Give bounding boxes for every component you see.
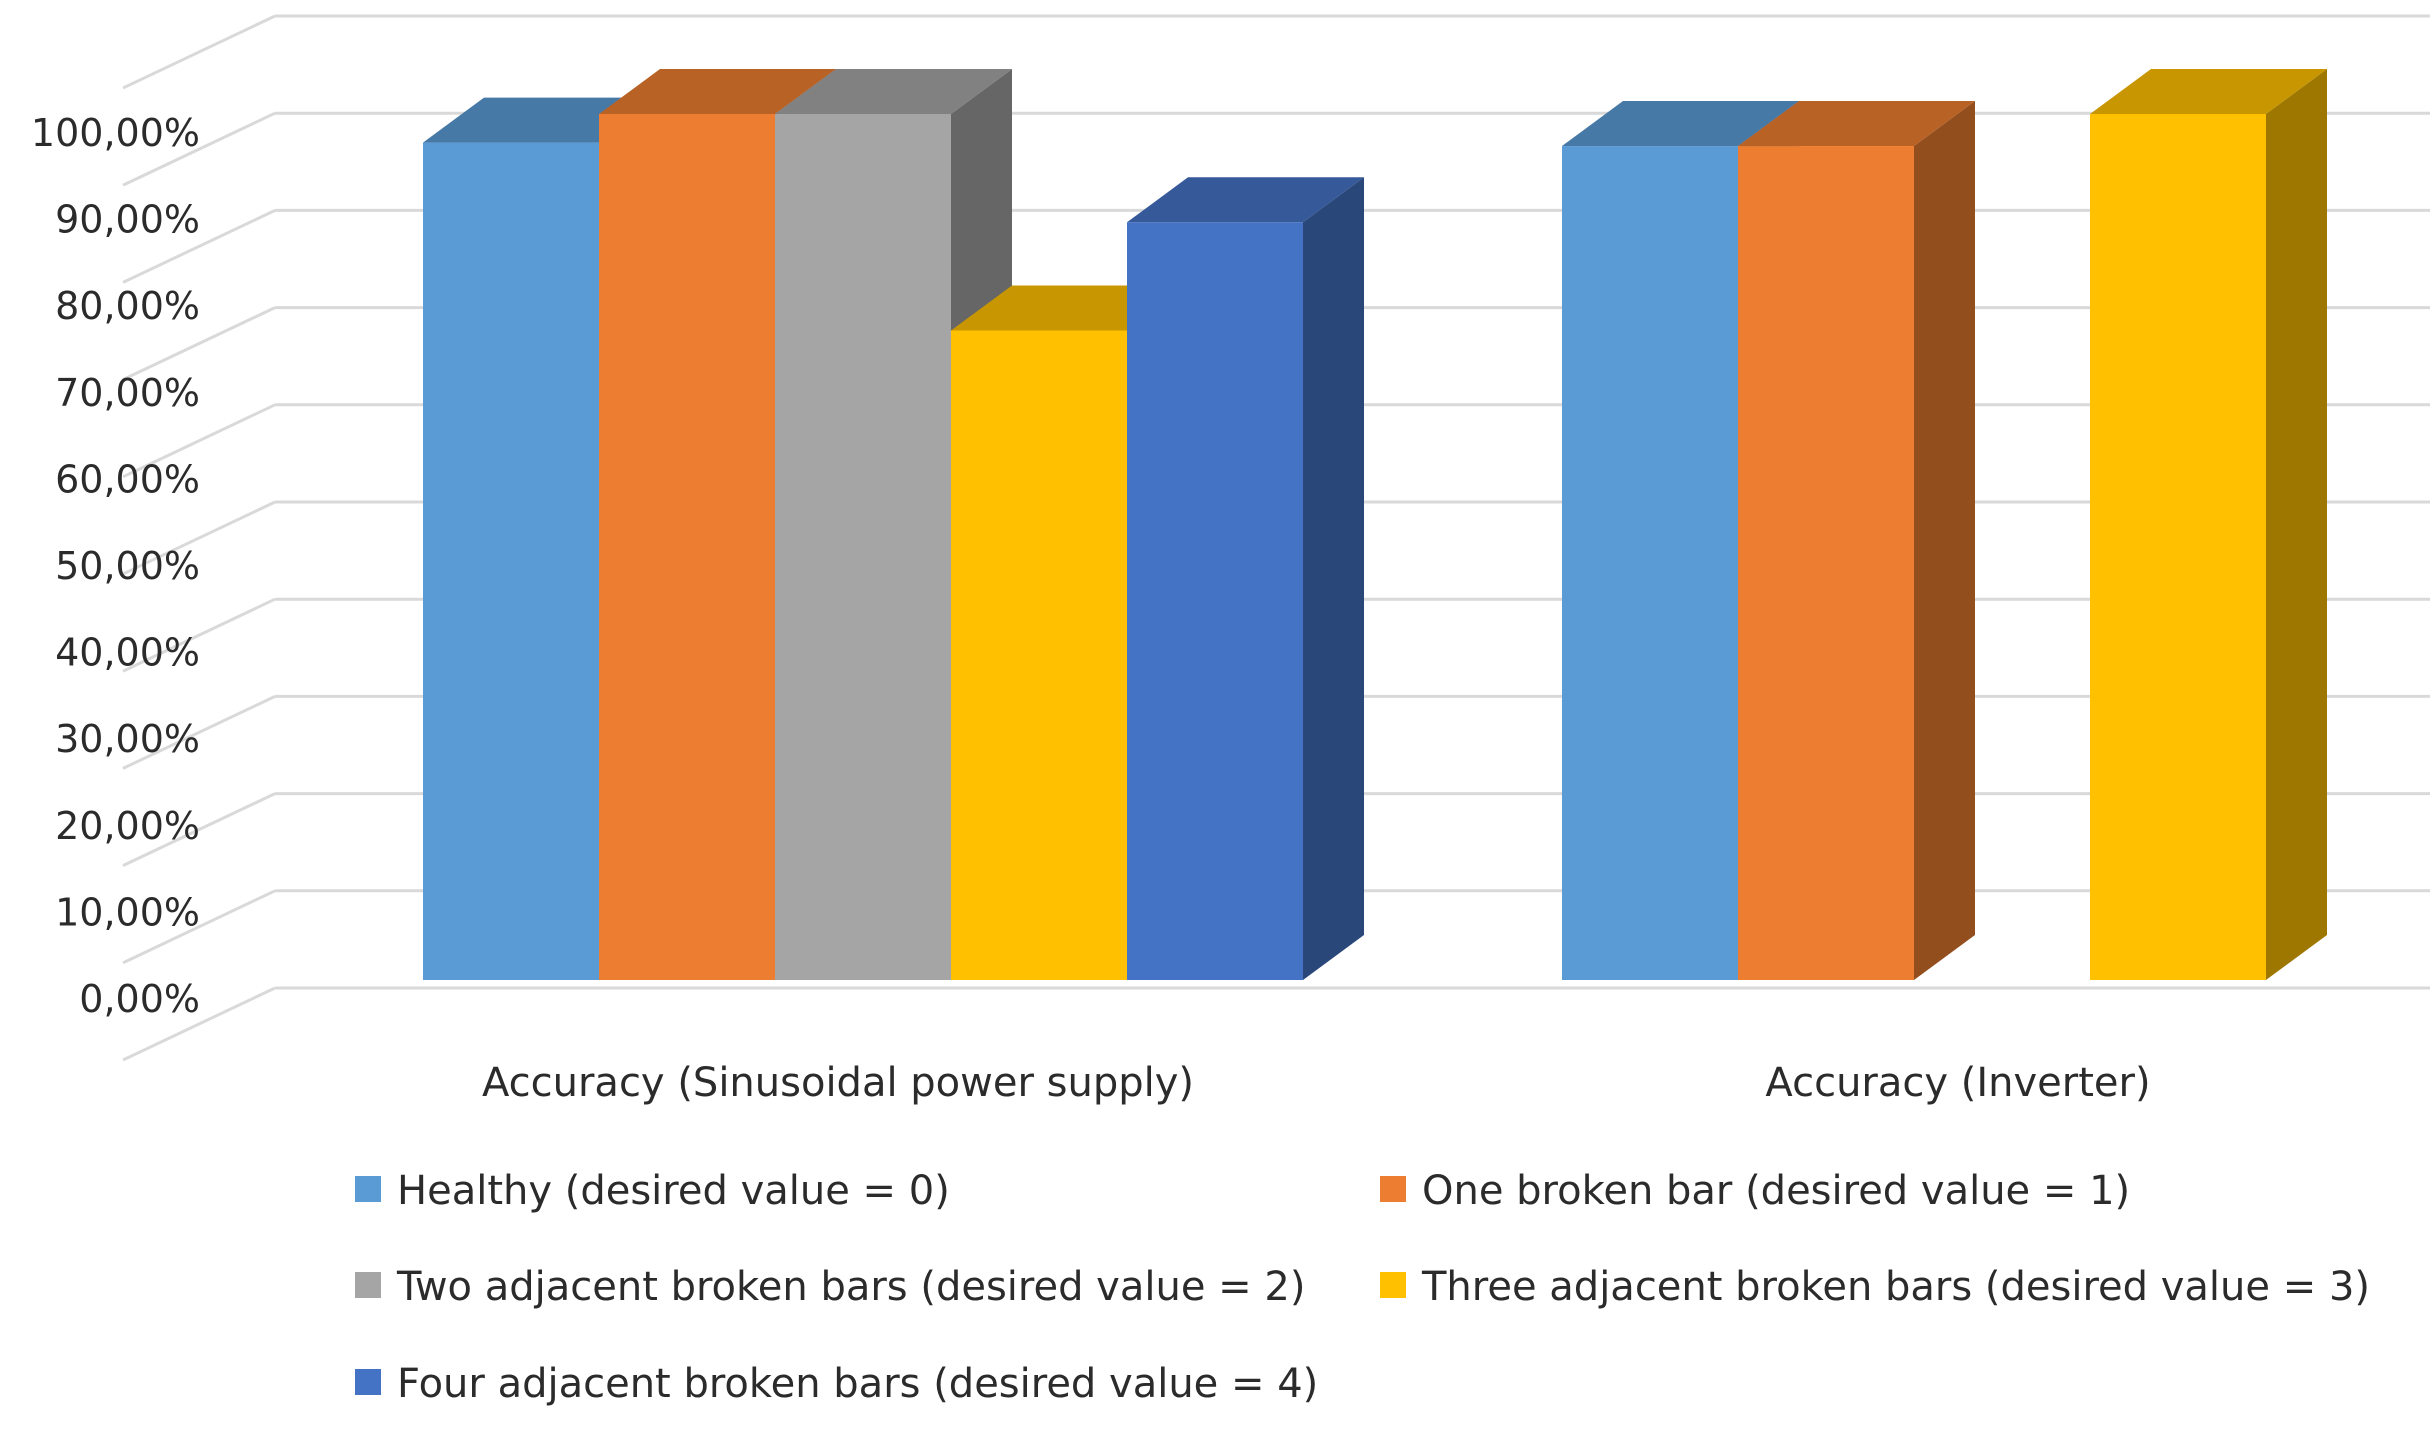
bar-front — [1738, 146, 1914, 981]
gridline-side — [122, 306, 276, 381]
legend: Healthy (desired value = 0) One broken ba… — [355, 1168, 2370, 1407]
gridline-side — [122, 792, 276, 867]
category-label: Accuracy (Sinusoidal power supply) — [482, 1060, 1194, 1106]
y-tick-label: 60,00% — [55, 457, 200, 501]
legend-label: Healthy (desired value = 0) — [397, 1168, 950, 1214]
category-labels: Accuracy (Sinusoidal power supply) Accura… — [482, 1060, 2151, 1106]
gridline-side — [122, 111, 276, 187]
bar — [2090, 69, 2327, 980]
bars — [423, 69, 2327, 981]
bar-front — [599, 114, 775, 980]
bar — [1738, 101, 1975, 981]
bar-front — [2090, 114, 2266, 980]
legend-swatch — [355, 1272, 381, 1298]
y-tick-label: 30,00% — [55, 717, 200, 761]
bar-top — [1127, 177, 1364, 223]
legend-label: One broken bar (desired value = 1) — [1422, 1168, 2130, 1214]
bar-top — [1738, 101, 1975, 147]
y-tick-label: 70,00% — [55, 371, 200, 415]
gridline-side — [122, 889, 276, 965]
bar-side — [2266, 69, 2327, 980]
gridline-side — [122, 403, 276, 479]
legend-swatch — [1380, 1176, 1406, 1202]
bar-top — [599, 69, 836, 114]
legend-item: One broken bar (desired value = 1) — [1380, 1168, 2130, 1214]
gridline-side — [122, 500, 276, 576]
bar-side — [1914, 101, 1975, 981]
gridline-side — [122, 695, 276, 770]
gridline-side — [122, 597, 276, 673]
legend-label: Three adjacent broken bars (desired valu… — [1421, 1264, 2370, 1310]
legend-item: Three adjacent broken bars (desired valu… — [1380, 1264, 2370, 1310]
y-tick-label: 50,00% — [55, 544, 200, 588]
legend-swatch — [355, 1176, 381, 1202]
legend-swatch — [355, 1369, 381, 1395]
bar-front — [423, 142, 599, 980]
y-tick-label: 20,00% — [55, 804, 200, 848]
y-axis-ticks: 0,00% 10,00% 20,00% 30,00% 40,00% 50,00% 60,00… — [31, 111, 200, 1021]
bar-front — [951, 330, 1127, 980]
bar-top — [1562, 101, 1799, 147]
y-tick-label: 40,00% — [55, 631, 200, 675]
legend-label: Two adjacent broken bars (desired value … — [396, 1264, 1305, 1310]
y-tick-label: 10,00% — [55, 890, 200, 934]
legend-item: Four adjacent broken bars (desired value… — [355, 1361, 1318, 1407]
gridline-side — [122, 14, 276, 90]
y-tick-label: 0,00% — [79, 977, 200, 1021]
bar-front — [1562, 146, 1738, 981]
y-tick-label: 90,00% — [55, 198, 200, 242]
legend-swatch — [1380, 1272, 1406, 1298]
bar-side — [1303, 177, 1364, 980]
legend-item: Healthy (desired value = 0) — [355, 1168, 950, 1214]
bar-top — [2090, 69, 2327, 114]
category-label: Accuracy (Inverter) — [1765, 1060, 2150, 1106]
legend-label: Four adjacent broken bars (desired value… — [397, 1361, 1318, 1407]
bar-front — [775, 114, 951, 980]
gridline-side — [122, 986, 276, 1062]
legend-item: Two adjacent broken bars (desired value … — [355, 1264, 1305, 1310]
bar-top — [775, 69, 1012, 114]
bar — [1127, 177, 1364, 980]
y-tick-label: 100,00% — [31, 111, 200, 155]
gridline-side — [122, 209, 276, 284]
y-tick-label: 80,00% — [55, 284, 200, 328]
bar-front — [1127, 222, 1303, 980]
